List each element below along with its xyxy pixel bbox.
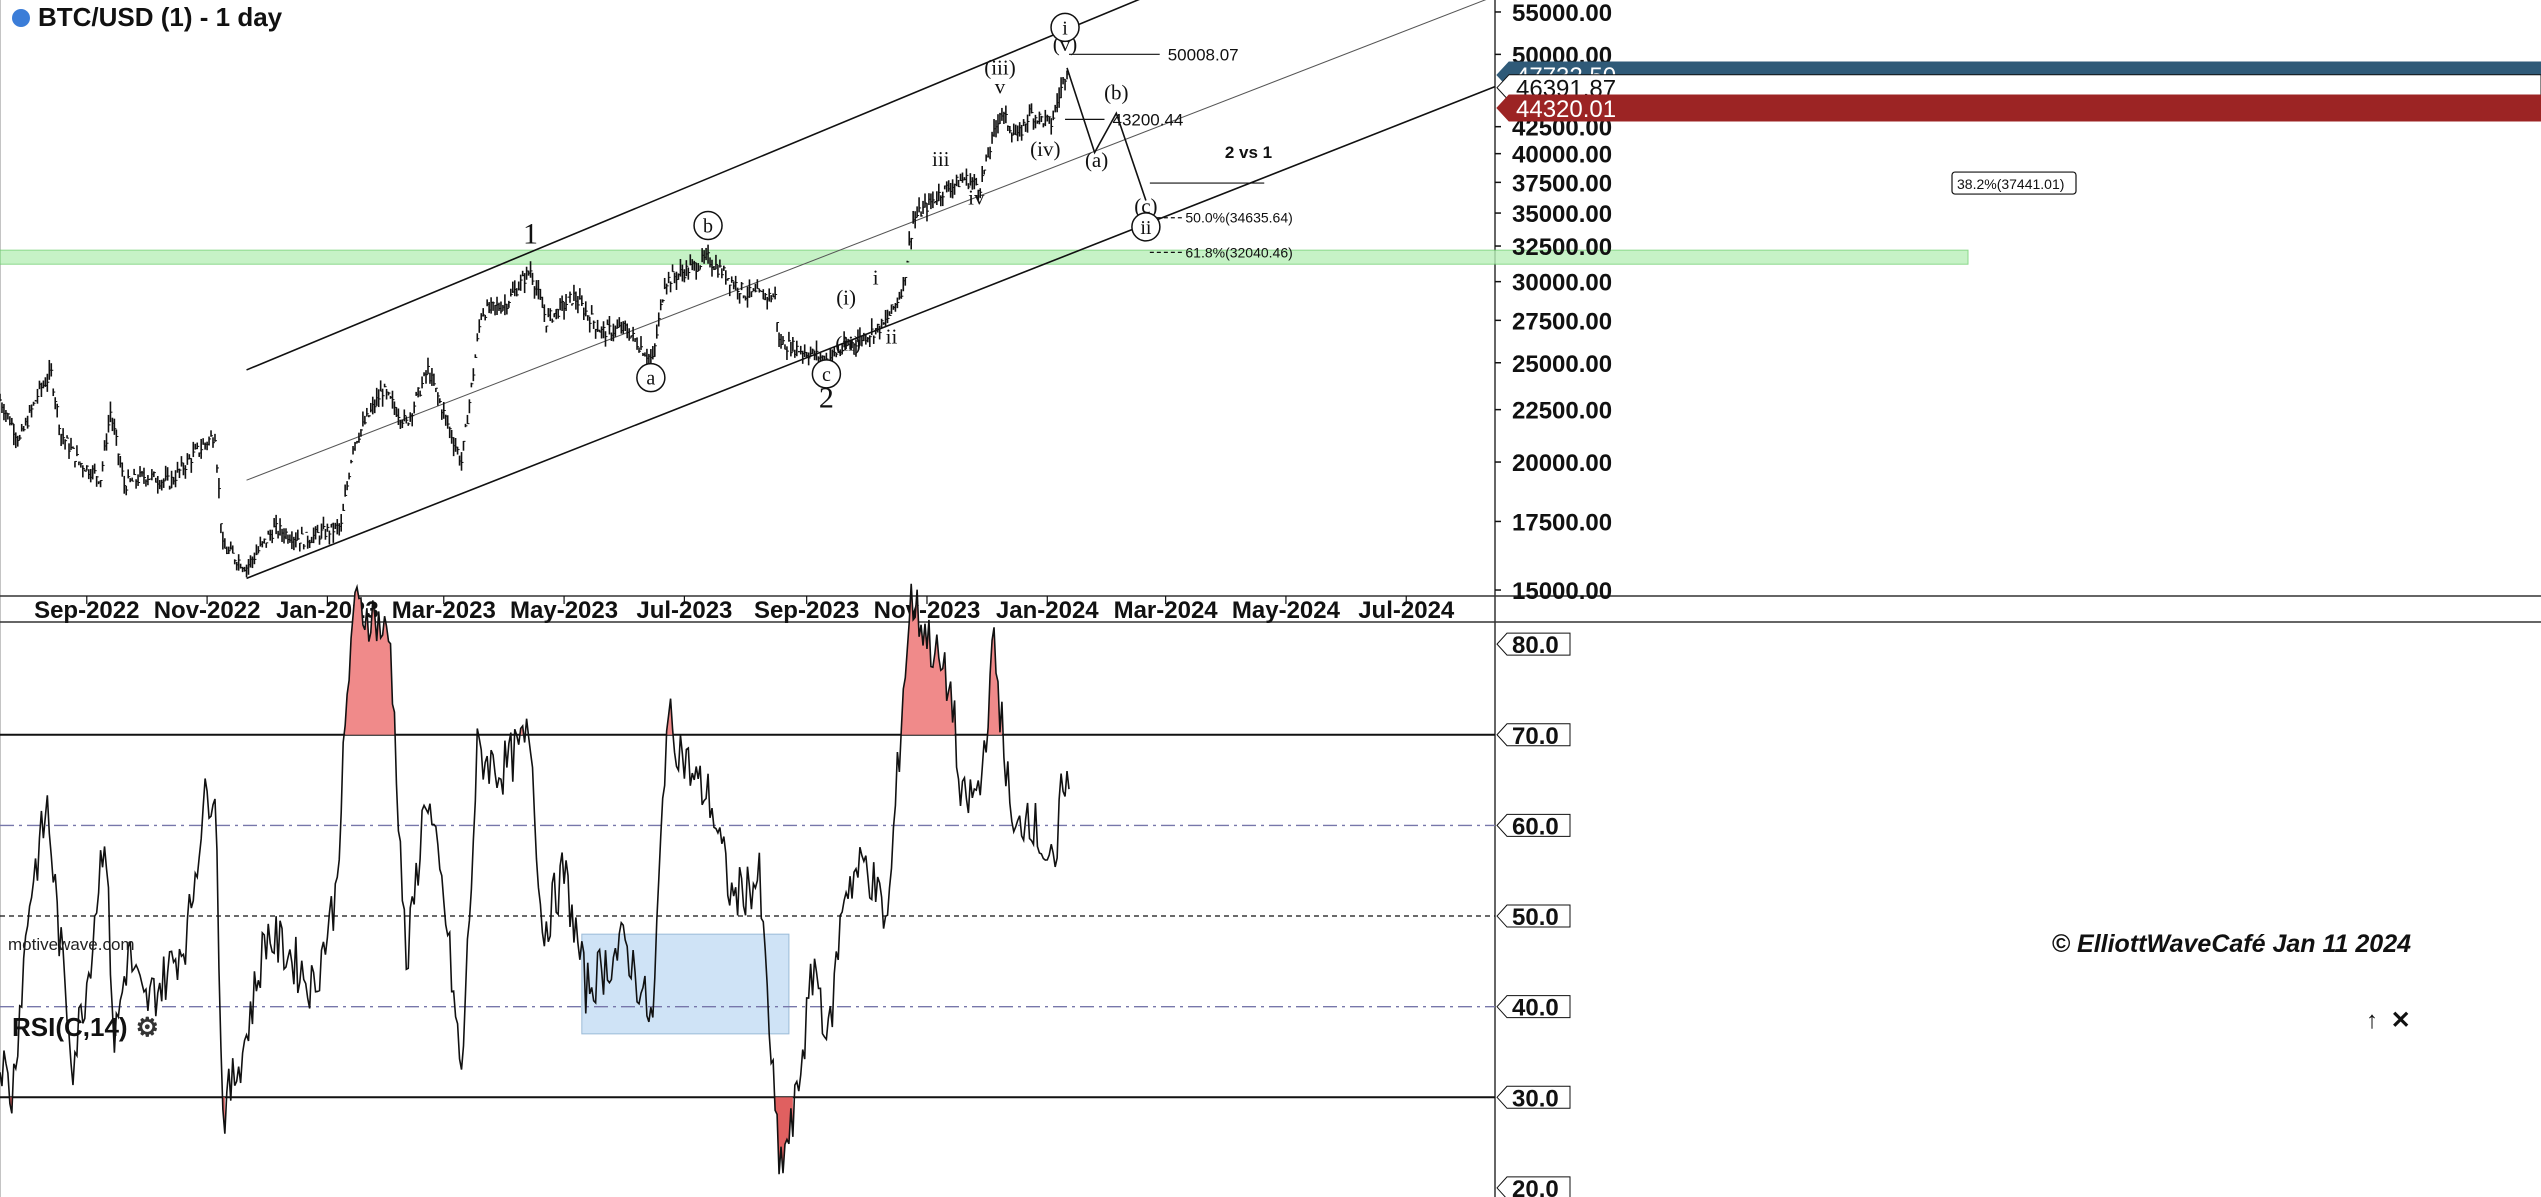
chart-title: BTC/USD (1) - 1 day bbox=[12, 2, 282, 33]
wave-label: (iv) bbox=[1030, 137, 1060, 161]
time-tick-label: May-2024 bbox=[1232, 597, 1341, 624]
rsi-line bbox=[0, 583, 1070, 1175]
price-tick-label: 40000.00 bbox=[1512, 142, 1612, 169]
wave-label-circle bbox=[811, 359, 842, 389]
price-badge-label: 44320.01 bbox=[1516, 96, 1616, 123]
close-icon[interactable]: ✕ bbox=[2390, 1007, 2411, 1034]
time-axis: Sep-2022 Nov-2022 Jan-2023 Mar-2023 May-2023… bbox=[34, 596, 1455, 624]
wave-label: a bbox=[646, 368, 655, 390]
channel-upper-line bbox=[246, 0, 1140, 371]
wave-label: (a) bbox=[1085, 148, 1108, 172]
price-tick-label: 22500.00 bbox=[1512, 398, 1612, 425]
brand-watermark: motivewave.com bbox=[8, 935, 135, 954]
time-tick-label: Sep-2022 bbox=[34, 597, 139, 624]
time-tick-label: Mar-2023 bbox=[392, 597, 496, 624]
rsi-oversold-fill bbox=[775, 1097, 793, 1175]
rsi-axis: 80.0 70.0 60.0 50.0 40.0 30.0 20.0 bbox=[1496, 632, 1571, 1197]
rsi-overbought-fill bbox=[901, 583, 955, 735]
channel-middle-line bbox=[246, 0, 1487, 481]
rsi-panel-title: RSI(C,14) ⚙ bbox=[12, 1012, 159, 1043]
time-tick-label: Jan-2024 bbox=[996, 597, 1099, 624]
price-tick-label: 55000.00 bbox=[1512, 0, 1612, 27]
wave-label: 1 bbox=[523, 217, 538, 250]
rsi-tick-badge bbox=[1496, 723, 1571, 747]
up-arrow-icon[interactable]: ↑ bbox=[2366, 1007, 2378, 1034]
price-tick-label: 37500.00 bbox=[1512, 170, 1612, 197]
price-tick-label: 30000.00 bbox=[1512, 270, 1612, 297]
price-tick-label: 27500.00 bbox=[1512, 308, 1612, 335]
wave-projection-path bbox=[1066, 67, 1147, 201]
rsi-tick-label: 40.0 bbox=[1512, 995, 1559, 1022]
instrument-status-dot bbox=[12, 8, 30, 27]
level-label: 38.2%(37441.01) bbox=[1957, 176, 2064, 192]
wave-label: (ii) bbox=[835, 331, 861, 355]
rsi-tick-badge bbox=[1496, 995, 1571, 1019]
copyright-notice: © ElliottWaveCafé Jan 11 2024 bbox=[2051, 930, 2411, 958]
rsi-tick-label: 20.0 bbox=[1512, 1176, 1559, 1197]
rsi-tick-badge bbox=[1496, 1085, 1571, 1109]
wave-label: 2 bbox=[819, 382, 834, 415]
wave-label: i bbox=[873, 266, 879, 290]
wave-label: (iii) bbox=[984, 55, 1016, 79]
time-tick-label: Nov-2023 bbox=[874, 597, 981, 624]
ohlc-bars bbox=[0, 70, 1070, 578]
rsi-tick-badge bbox=[1496, 1176, 1571, 1197]
wave-label-circle bbox=[636, 362, 666, 393]
price-tick-label: 15000.00 bbox=[1512, 578, 1612, 605]
rsi-title-text: RSI(C,14) bbox=[12, 1012, 128, 1042]
wave-label: v bbox=[995, 74, 1006, 98]
wave-label: c bbox=[822, 364, 831, 386]
time-tick-label: Jul-2023 bbox=[636, 597, 732, 624]
time-tick-label: Nov-2022 bbox=[154, 597, 261, 624]
price-tick-label: 20000.00 bbox=[1512, 450, 1612, 477]
price-tick-label: 25000.00 bbox=[1512, 351, 1612, 378]
rsi-tick-label: 50.0 bbox=[1512, 904, 1559, 931]
wave-label: iv bbox=[968, 185, 985, 209]
price-axis: 55000.0050000.0042500.0040000.0037500.00… bbox=[1495, 0, 1612, 605]
level-label: 43200.44 bbox=[1112, 110, 1183, 129]
time-tick-label: May-2023 bbox=[510, 597, 618, 624]
time-tick-label: Jul-2024 bbox=[1358, 597, 1455, 624]
rsi-tick-badge bbox=[1496, 632, 1571, 656]
time-tick-label: Jan-2023 bbox=[276, 597, 379, 624]
rsi-highlight-box bbox=[581, 933, 790, 1035]
time-tick-label: Mar-2024 bbox=[1114, 597, 1219, 624]
channel-lower-line bbox=[246, 85, 1496, 580]
rsi-tick-label: 30.0 bbox=[1512, 1085, 1559, 1112]
resistance-zone bbox=[0, 249, 1969, 265]
wave-label: ii bbox=[1140, 217, 1152, 239]
level-label-box bbox=[1951, 171, 2077, 195]
gear-icon[interactable]: ⚙ bbox=[135, 1012, 159, 1042]
level-label: 50008.07 bbox=[1168, 45, 1239, 64]
rsi-overbought-fill bbox=[345, 586, 395, 735]
wave-label: 2 vs 1 bbox=[1225, 143, 1272, 162]
time-tick-label: Sep-2023 bbox=[754, 597, 859, 624]
wave-label: (b) bbox=[1104, 80, 1129, 104]
rsi-tick-badge bbox=[1496, 813, 1571, 837]
level-label: 61.8%(32040.46) bbox=[1185, 244, 1292, 260]
rsi-tick-label: 80.0 bbox=[1512, 632, 1559, 659]
wave-label: (i) bbox=[836, 285, 856, 309]
price-tick-label: 35000.00 bbox=[1512, 201, 1612, 228]
wave-label: b bbox=[703, 216, 713, 238]
wave-label-circle bbox=[1050, 12, 1080, 43]
wave-label: (c) bbox=[1134, 194, 1157, 218]
price-tick-label: 17500.00 bbox=[1512, 509, 1612, 536]
wave-label: ii bbox=[886, 325, 898, 349]
level-label: 50.0%(34635.64) bbox=[1185, 210, 1292, 226]
wave-label: i bbox=[1062, 17, 1068, 39]
price-badge bbox=[1496, 94, 2541, 122]
price-tick-label: 32500.00 bbox=[1512, 234, 1612, 261]
chart-title-text: BTC/USD (1) - 1 day bbox=[38, 2, 283, 32]
rsi-tick-label: 60.0 bbox=[1512, 813, 1559, 840]
panel-controls: ↑ ✕ bbox=[2366, 1006, 2417, 1035]
wave-label: iii bbox=[932, 147, 950, 171]
rsi-tick-label: 70.0 bbox=[1512, 723, 1559, 750]
rsi-tick-badge bbox=[1496, 904, 1571, 928]
wave-label-circle bbox=[693, 210, 723, 241]
wave-label-circle bbox=[1131, 212, 1161, 242]
